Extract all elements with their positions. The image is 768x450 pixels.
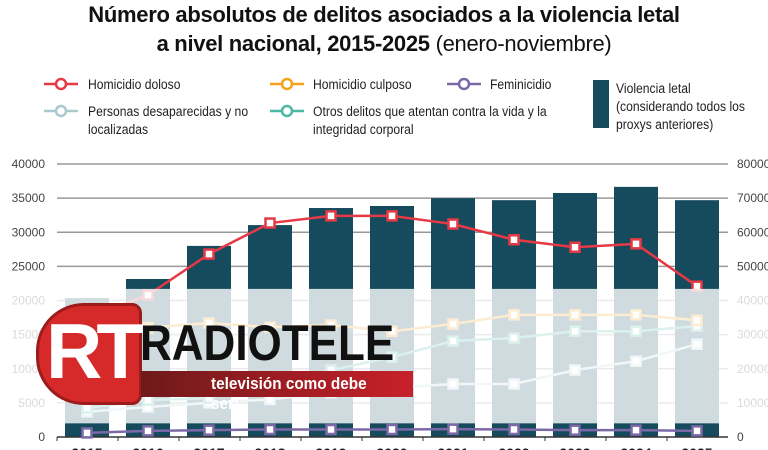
legend-symbol-otros-delitos — [270, 104, 304, 118]
x-axis-tick-label: 2019 — [315, 445, 346, 450]
data-point — [569, 424, 581, 436]
right-axis-tick-label: 60000 — [737, 225, 768, 239]
legend-symbol-homicidio-culposo — [270, 77, 304, 91]
legend-symbol-personas-desaparecidas — [44, 104, 78, 118]
legend-label: Feminicidio — [490, 77, 552, 92]
x-axis-tick-label: 2024 — [620, 445, 651, 450]
slogan-bar — [141, 371, 413, 397]
radiotele-name: RADIOTELE — [140, 315, 395, 371]
legend-symbol-violencia-letal — [593, 80, 609, 128]
legend-label: Violencia letal (considerando todos los … — [616, 81, 746, 132]
data-point — [630, 238, 642, 250]
title-main: a nivel nacional, 2015-2025 — [156, 31, 430, 56]
data-point — [264, 423, 276, 436]
chart-title-line2: a nivel nacional, 2015-2025 (enero-novie… — [0, 31, 768, 57]
left-axis-tick-label: 0 — [38, 430, 45, 444]
data-point — [203, 424, 215, 436]
left-axis-tick-label: 40000 — [12, 157, 46, 171]
rt-logo-text: RT — [46, 307, 144, 395]
data-point — [386, 423, 398, 436]
legend-label: Otros delitos que atentan contra la vida… — [313, 104, 547, 137]
data-point — [203, 248, 215, 260]
x-axis-tick-label: 2020 — [376, 445, 407, 450]
data-point — [386, 210, 398, 222]
x-axis-tick-label: 2022 — [498, 445, 529, 450]
data-point — [508, 423, 520, 436]
legend-symbol-homicidio-doloso — [44, 77, 78, 91]
rt-logo — [36, 303, 142, 405]
data-point — [447, 423, 459, 435]
legend-label: Homicidio culposo — [313, 77, 412, 92]
right-axis-tick-label: 0 — [737, 430, 744, 444]
data-point — [691, 425, 703, 437]
legend-label: Homicidio doloso — [88, 77, 181, 92]
chart-title-line1: Número absolutos de delitos asociados a … — [88, 2, 680, 27]
x-axis-tick-label: 2023 — [559, 445, 590, 450]
right-axis-tick-label: 70000 — [737, 191, 768, 205]
data-point — [569, 241, 581, 254]
data-point — [264, 217, 276, 229]
legend-symbol-feminicidio — [447, 77, 481, 91]
left-axis-tick-label: 35000 — [12, 191, 46, 205]
radiotele-watermark: RT RADIOTELE televisión como debe ser! — [36, 303, 416, 413]
data-point — [630, 424, 642, 436]
radiotele-slogan: televisión como debe ser! — [211, 374, 367, 413]
x-axis-tick-label: 2015 — [71, 445, 102, 450]
left-axis-tick-label: 30000 — [12, 225, 46, 239]
legend-label: Personas desaparecidas y no localizadas — [88, 104, 249, 137]
right-axis-tick-label: 80000 — [737, 157, 768, 171]
x-axis-tick-label: 2018 — [254, 445, 285, 450]
data-point — [447, 218, 459, 230]
x-axis-tick-label: 2017 — [193, 445, 224, 450]
title-period: (enero-noviembre) — [435, 31, 612, 56]
x-axis-tick-label: 2016 — [132, 445, 163, 450]
data-point — [325, 210, 337, 222]
data-point — [325, 423, 337, 436]
data-point — [81, 427, 93, 439]
data-point — [142, 425, 154, 437]
left-axis-tick-label: 25000 — [12, 259, 46, 273]
right-axis-tick-label: 50000 — [737, 259, 768, 273]
x-axis-tick-label: 2021 — [437, 445, 468, 450]
data-point — [508, 234, 520, 246]
x-axis-tick-label: 2025 — [681, 445, 712, 450]
